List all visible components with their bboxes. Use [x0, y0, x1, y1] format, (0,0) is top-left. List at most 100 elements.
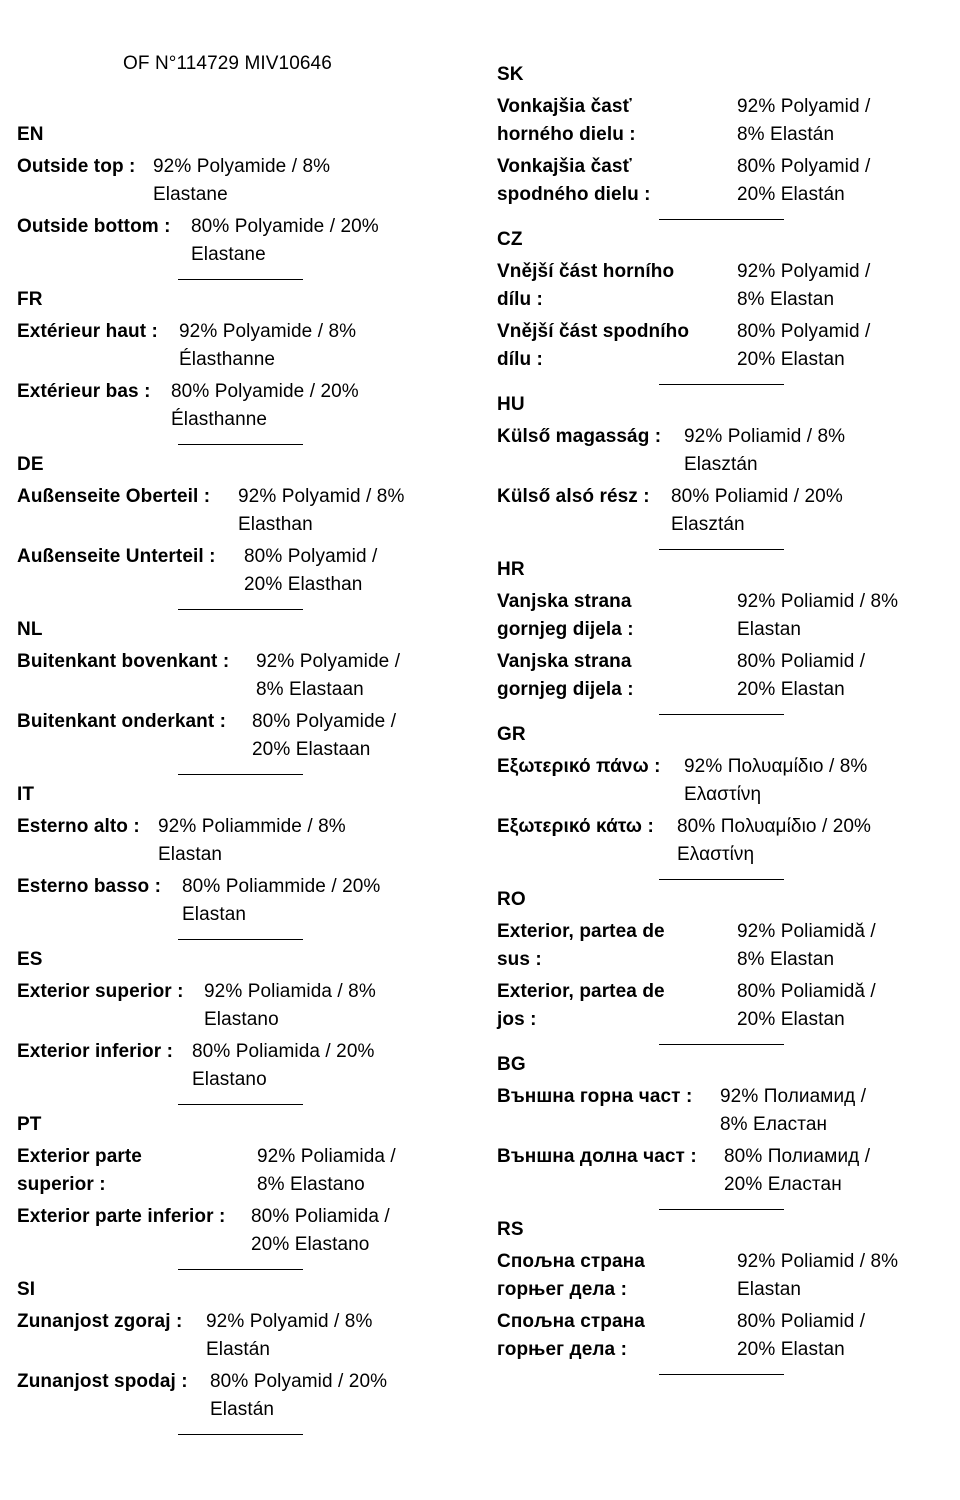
value-line: 92% Poliamida / 8%	[204, 981, 376, 1002]
row-label: Vanjska strana gornjeg dijela :	[497, 591, 634, 640]
language-code: RO	[497, 889, 526, 910]
value-line: 80% Полиамид /	[724, 1146, 871, 1167]
value-line: 80% Polyamid / 20%	[210, 1371, 388, 1392]
value-line: 80% Polyamid /	[737, 156, 871, 177]
row-label: Exterior, partea de jos :	[497, 981, 665, 1030]
value-line: 20% Elastan	[737, 1009, 845, 1030]
row-label: Vonkajšia časť horného dielu :	[497, 96, 636, 145]
row-label: Extérieur haut :	[17, 321, 158, 342]
language-code: NL	[17, 619, 43, 640]
value-line: 92% Polyamid /	[737, 96, 871, 117]
section-divider	[178, 279, 303, 280]
row-value: 80% Poliamid / 20% Elastan	[737, 648, 932, 704]
value-line: Ελαστίνη	[677, 844, 755, 865]
value-line: 92% Polyamide / 8%	[179, 321, 357, 342]
row-value: 80% Polyamid / 20% Elastán	[737, 153, 932, 209]
row-value: 92% Polyamide / 8% Elastane	[153, 153, 330, 209]
row-label: Exterior superior :	[17, 981, 184, 1002]
value-line: 92% Poliamidă /	[737, 921, 876, 942]
row-value: 92% Poliamid / 8% Elastan	[737, 588, 932, 644]
language-code: SK	[497, 64, 524, 85]
value-line: Ελαστίνη	[684, 784, 762, 805]
row-label: Exterior inferior :	[17, 1041, 174, 1062]
value-line: Elastan	[158, 844, 223, 865]
language-code: PT	[17, 1114, 42, 1135]
row-label: Εξωτερικό πάνω :	[497, 756, 661, 777]
row-value: 80% Poliamida / 20% Elastano	[192, 1038, 375, 1094]
value-line: 20% Elastan	[737, 679, 845, 700]
value-line: 92% Poliamid / 8%	[684, 426, 846, 447]
section-divider	[178, 1104, 303, 1105]
row-value: 92% Polyamid / 8% Elastán	[737, 93, 932, 149]
language-code: FR	[17, 289, 43, 310]
value-line: Elastane	[191, 244, 266, 265]
value-line: 80% Poliamid /	[737, 1311, 866, 1332]
row-label: Extérieur bas :	[17, 381, 151, 402]
value-line: Elastano	[204, 1009, 279, 1030]
row-value: 80% Poliamidă / 20% Elastan	[737, 978, 932, 1034]
value-line: 80% Polyamide / 20%	[191, 216, 379, 237]
row-value: 92% Poliammide / 8% Elastan	[158, 813, 346, 869]
section-divider	[178, 774, 303, 775]
language-code: BG	[497, 1054, 526, 1075]
section-divider	[178, 1434, 303, 1435]
value-line: 92% Poliamida /	[257, 1146, 396, 1167]
value-line: 92% Polyamide / 8%	[153, 156, 331, 177]
value-line: 80% Polyamide / 20%	[171, 381, 359, 402]
row-value: 80% Poliamid / 20% Elasztán	[671, 483, 843, 539]
row-label: Exterior parte inferior :	[17, 1206, 226, 1227]
value-line: Elastano	[192, 1069, 267, 1090]
row-label: Esterno basso :	[17, 876, 162, 897]
row-label: Спољна страна горњег дела :	[497, 1311, 645, 1360]
row-value: 80% Polyamide / 20% Élasthanne	[171, 378, 359, 434]
value-line: 8% Elastan	[737, 949, 835, 970]
section-divider	[659, 1209, 784, 1210]
row-label: Esterno alto :	[17, 816, 140, 837]
row-value: 92% Poliamidă / 8% Elastan	[737, 918, 932, 974]
row-value: 80% Polyamide / 20% Elastaan	[252, 708, 396, 764]
section-divider	[178, 609, 303, 610]
value-line: 8% Elastaan	[256, 679, 364, 700]
section-divider	[178, 1269, 303, 1270]
language-code: HU	[497, 394, 525, 415]
section-divider	[659, 549, 784, 550]
language-code: CZ	[497, 229, 523, 250]
value-line: 80% Poliamida /	[251, 1206, 390, 1227]
value-line: 92% Πολυαμίδιο / 8%	[684, 756, 868, 777]
language-code: DE	[17, 454, 44, 475]
language-code: EN	[17, 124, 44, 145]
value-line: Elastane	[153, 184, 228, 205]
row-label: Outside bottom :	[17, 216, 171, 237]
row-value: 92% Polyamide / 8% Elastaan	[256, 648, 400, 704]
value-line: 20% Elasthan	[244, 574, 363, 595]
value-line: 80% Poliamid / 20%	[671, 486, 843, 507]
value-line: 80% Poliammide / 20%	[182, 876, 381, 897]
value-line: 20% Еластан	[724, 1174, 842, 1195]
value-line: 80% Polyamid /	[737, 321, 871, 342]
row-value: 80% Poliamid / 20% Elastan	[737, 1308, 932, 1364]
value-line: Elasztán	[684, 454, 758, 475]
value-line: 92% Полиамид /	[720, 1086, 867, 1107]
value-line: Elastan	[737, 619, 802, 640]
row-label: Vnější část horního dílu :	[497, 261, 675, 310]
section-divider	[659, 714, 784, 715]
language-code: HR	[497, 559, 525, 580]
row-value: 80% Полиамид / 20% Еластан	[724, 1143, 870, 1199]
value-line: 20% Elastan	[737, 349, 845, 370]
row-label: Vnější část spodního dílu :	[497, 321, 690, 370]
value-line: 92% Polyamid / 8%	[206, 1311, 373, 1332]
value-line: Élasthanne	[171, 409, 268, 430]
value-line: 20% Elastaan	[252, 739, 371, 760]
section-divider	[659, 219, 784, 220]
row-value: 80% Polyamid / 20% Elasthan	[244, 543, 377, 599]
row-value: 92% Polyamide / 8% Élasthanne	[179, 318, 356, 374]
row-value: 92% Полиамид / 8% Еластан	[720, 1083, 866, 1139]
value-line: 80% Polyamid /	[244, 546, 378, 567]
row-label: Outside top :	[17, 156, 136, 177]
row-label: Buitenkant bovenkant :	[17, 651, 230, 672]
value-line: Élasthanne	[179, 349, 276, 370]
row-value: 80% Πολυαμίδιο / 20% Ελαστίνη	[677, 813, 871, 869]
document-title: OF N°114729 MIV10646	[123, 53, 332, 74]
value-line: 92% Polyamide /	[256, 651, 401, 672]
row-value: 80% Poliammide / 20% Elastan	[182, 873, 380, 929]
